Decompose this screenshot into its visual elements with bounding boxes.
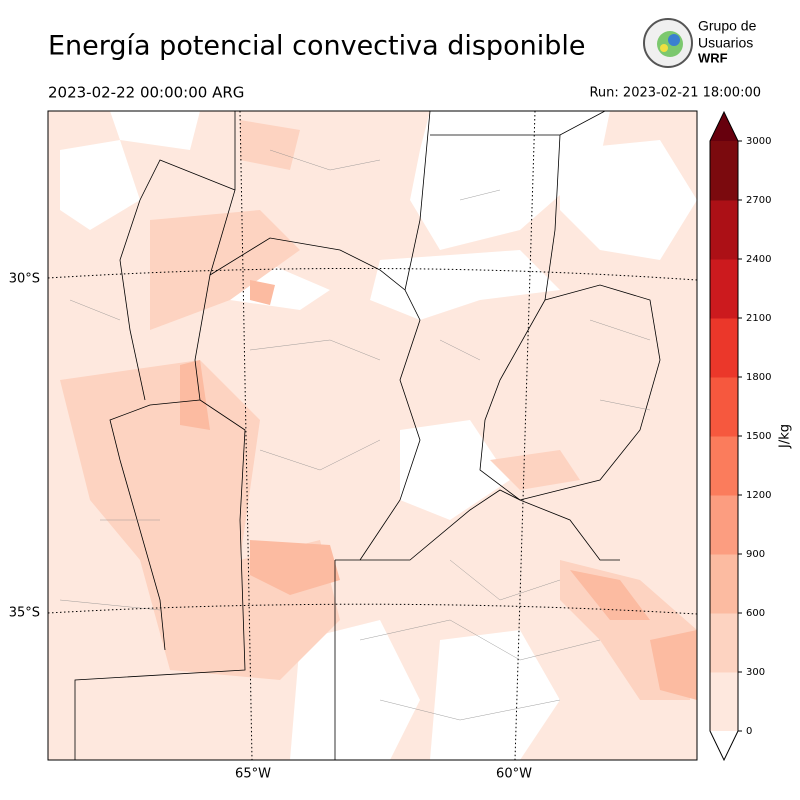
colorbar-bin [710, 672, 738, 732]
colorbar-tick-label: 300 [746, 667, 765, 678]
colorbar-tick-label: 900 [746, 549, 765, 560]
colorbar-tick-label: 0 [746, 726, 752, 737]
lat-label: 30°S [9, 272, 40, 287]
colorbar-bin [710, 436, 738, 496]
colorbar-tick-label: 1200 [746, 490, 771, 501]
colorbar-bin [710, 200, 738, 260]
colorbar-tick-label: 3000 [746, 136, 771, 147]
colorbar-tick-label: 2100 [746, 313, 771, 324]
colorbar-tick-label: 1800 [746, 372, 771, 383]
logo-text: Grupo de [698, 18, 757, 34]
colorbar-extend-max [710, 112, 738, 141]
lon-label: 65°W [235, 767, 271, 782]
lat-label: 35°S [9, 606, 40, 621]
colorbar-bin [710, 495, 738, 555]
colorbar-bin [710, 141, 738, 201]
colorbar-bin [710, 613, 738, 673]
colorbar-bin [710, 377, 738, 437]
colorbar-tick-label: 2700 [746, 195, 771, 206]
map-frame [47, 110, 698, 761]
title: Energía potencial convectiva disponible [48, 31, 585, 62]
colorbar: 0 300 600 900 1200 1500 1800 2100 2400 2700 3000 [709, 110, 771, 762]
logo-text: WRF [698, 50, 728, 65]
run-time: Run: 2023-02-21 18:00:00 [589, 86, 761, 101]
colorbar-bin [710, 318, 738, 378]
colorbar-label: J/kg [778, 424, 793, 449]
colorbar-tick-label: 1500 [746, 431, 771, 442]
colorbar-tick-label: 600 [746, 608, 765, 619]
colorbar-bin [710, 259, 738, 319]
logo: Grupo de Usuarios WRF [643, 18, 757, 68]
logo-text: Usuarios [698, 35, 753, 51]
colorbar-tick-label: 2400 [746, 254, 771, 265]
map [48, 111, 697, 760]
graticule [48, 111, 697, 760]
valid-time: 2023-02-22 00:00:00 ARG [48, 84, 244, 102]
lon-label: 60°W [496, 767, 532, 782]
colorbar-bin [710, 554, 738, 614]
colorbar-extend-min [710, 731, 738, 760]
